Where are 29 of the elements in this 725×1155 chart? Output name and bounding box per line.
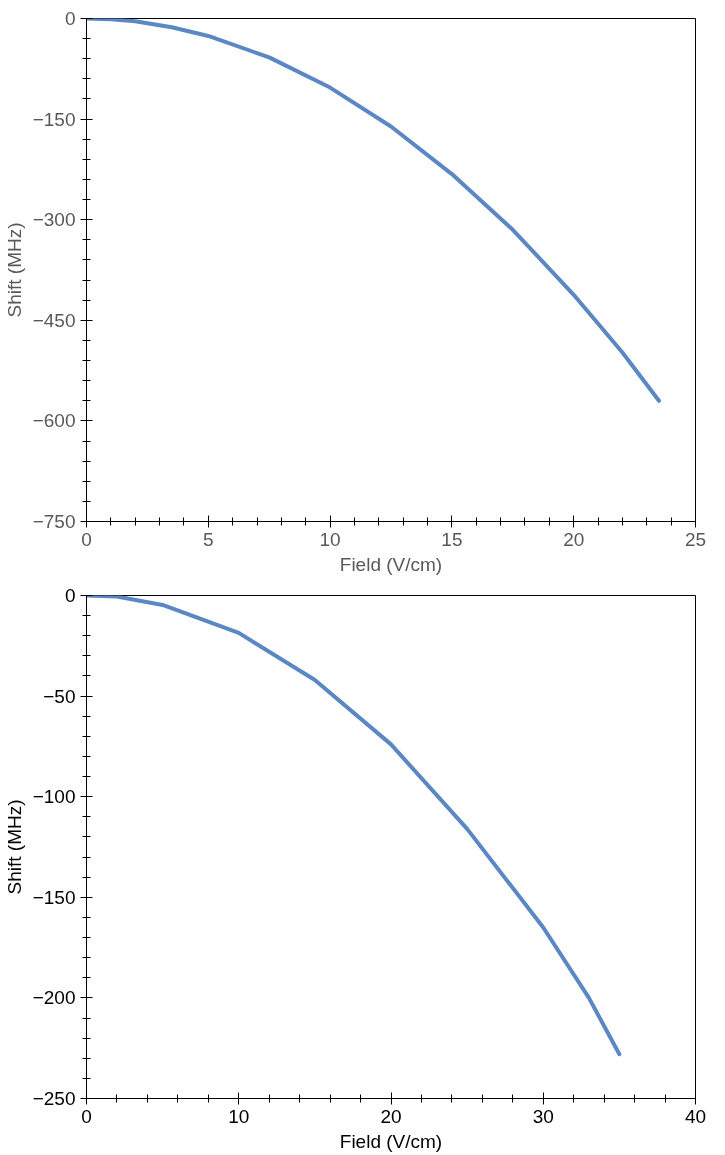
y-tick-label: 0 — [64, 585, 76, 606]
x-axis-title: Field (V/cm) — [339, 553, 443, 575]
y-tick-label: −100 — [32, 786, 76, 808]
y-axis-title: Shift (MHz) — [3, 799, 25, 895]
x-tick-label: 0 — [81, 528, 92, 550]
y-tick-label: −150 — [32, 108, 76, 130]
y-tick-label: −600 — [32, 410, 76, 432]
x-tick-label: 40 — [684, 1105, 707, 1127]
y-tick-label: −50 — [43, 685, 76, 707]
x-tick-label: 5 — [203, 528, 214, 550]
x-tick-label: 25 — [684, 528, 707, 550]
x-tick-label: 30 — [532, 1105, 554, 1127]
x-tick-label: 15 — [441, 528, 463, 550]
line-series — [86, 18, 661, 403]
x-tick-label: 20 — [563, 528, 585, 550]
x-tick-label: 10 — [228, 1105, 250, 1127]
y-tick-label: −250 — [32, 1088, 76, 1109]
y-tick-label: −750 — [32, 511, 76, 532]
x-tick-label: 20 — [380, 1105, 402, 1127]
x-tick-label: 0 — [81, 1105, 92, 1127]
x-tick-label: 10 — [319, 528, 341, 550]
x-axis-title: Field (V/cm) — [339, 1130, 443, 1152]
y-tick-label: −200 — [32, 987, 76, 1009]
y-tick-label: −300 — [32, 209, 76, 231]
y-tick-label: −150 — [32, 886, 76, 908]
line-series — [86, 595, 622, 1057]
y-tick-label: 0 — [64, 8, 76, 29]
y-axis-title: Shift (MHz) — [3, 222, 25, 318]
y-tick-label: −450 — [32, 309, 76, 331]
